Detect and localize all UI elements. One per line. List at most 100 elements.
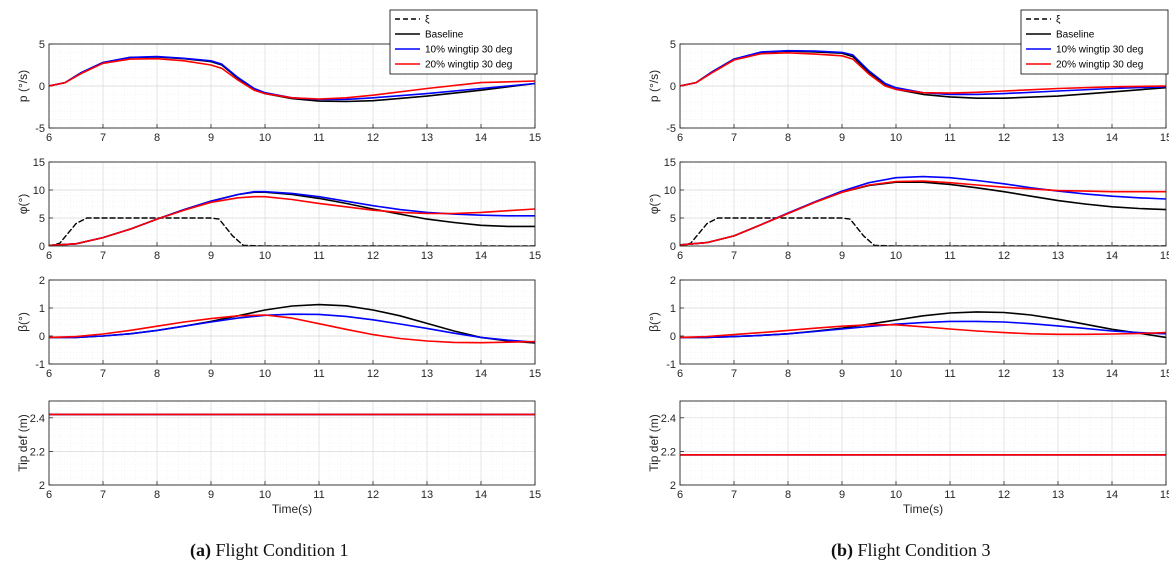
plot-area (680, 162, 1166, 246)
y-tick-label: 1 (670, 303, 676, 315)
axes-box (679, 400, 1167, 486)
x-tick-label: 8 (154, 489, 160, 501)
x-tick-label: 12 (367, 368, 379, 380)
x-tick-label: 15 (529, 368, 541, 380)
y-tick-label: -1 (666, 359, 676, 371)
legend-label-wingtip10: 10% wingtip 30 deg (425, 45, 512, 56)
y-tick-label: 5 (39, 39, 45, 51)
x-tick-label: 8 (785, 132, 791, 144)
x-tick-label: 15 (529, 489, 541, 501)
x-tick-label: 10 (890, 250, 902, 262)
x-tick-label: 7 (731, 250, 737, 262)
x-tick-label: 15 (1160, 250, 1169, 262)
x-tick-label: 6 (46, 489, 52, 501)
x-tick-label: 14 (1106, 250, 1118, 262)
legend-label-baseline: Baseline (1056, 30, 1095, 41)
y-tick-label: 5 (670, 39, 676, 51)
x-tick-label: 9 (208, 132, 214, 144)
x-tick-label: 10 (890, 132, 902, 144)
x-tick-label: 14 (475, 132, 487, 144)
x-tick-label: 14 (475, 368, 487, 380)
x-tick-label: 7 (100, 489, 106, 501)
legend-label-wingtip20: 20% wingtip 30 deg (1056, 60, 1143, 71)
x-tick-label: 13 (1052, 132, 1064, 144)
series-line-wingtip10 (680, 49, 1166, 96)
x-tick-label: 7 (731, 489, 737, 501)
x-tick-label: 11 (313, 368, 324, 380)
y-axis-label: Tip def (m) (16, 414, 30, 472)
series-line-wingtip20 (680, 180, 1166, 246)
x-tick-label: 13 (421, 132, 433, 144)
axes-box (48, 43, 536, 129)
x-tick-label: 11 (944, 132, 955, 144)
series-line-wingtip20 (49, 195, 535, 246)
x-tick-label: 13 (1052, 489, 1064, 501)
y-axis-label: β(°) (16, 312, 30, 332)
series-line-wingtip10 (680, 320, 1166, 339)
y-tick-label: 2 (670, 480, 676, 492)
x-tick-label: 8 (154, 368, 160, 380)
y-tick-label: 15 (664, 157, 676, 169)
x-tick-label: 6 (46, 368, 52, 380)
y-tick-label: 2 (39, 275, 45, 287)
y-tick-label: 2.2 (661, 446, 676, 458)
series-line-wingtip20 (680, 52, 1166, 94)
x-tick-label: 11 (944, 250, 955, 262)
y-tick-label: -5 (666, 123, 676, 135)
subplot-2: 6 7 8 9 10 11 12 13 14 15 0 5 10 15 φ(°) (647, 157, 1169, 262)
x-tick-label: 7 (100, 132, 106, 144)
y-tick-label: 0 (670, 331, 676, 343)
x-tick-label: 6 (677, 489, 683, 501)
x-tick-label: 15 (1160, 132, 1169, 144)
x-tick-label: 11 (944, 368, 955, 380)
axes-box (679, 161, 1167, 247)
x-tick-label: 14 (1106, 489, 1118, 501)
series-line-wingtip10 (49, 313, 535, 343)
series-line-wingtip20 (49, 314, 535, 344)
x-axis-label: Time(s) (903, 502, 943, 516)
y-tick-label: 2 (39, 480, 45, 492)
caption-a-text: Flight Condition 1 (215, 540, 349, 560)
x-tick-label: 10 (259, 250, 271, 262)
x-tick-label: 14 (475, 250, 487, 262)
axes-box (679, 279, 1167, 365)
x-tick-label: 10 (259, 132, 271, 144)
y-tick-label: 5 (670, 213, 676, 225)
y-tick-label: 0 (670, 241, 676, 253)
x-tick-label: 8 (785, 489, 791, 501)
y-tick-label: 2.2 (30, 446, 45, 458)
subplot-2: 6 7 8 9 10 11 12 13 14 15 0 5 10 15 φ(°) (16, 157, 541, 262)
y-tick-label: 0 (39, 331, 45, 343)
axes-box (48, 279, 536, 365)
plot-area (49, 162, 535, 246)
caption-a-tag: (a) (190, 540, 211, 560)
x-tick-label: 9 (208, 368, 214, 380)
series-line-wingtip20 (680, 324, 1166, 339)
x-tick-label: 12 (998, 132, 1010, 144)
x-tick-label: 14 (475, 489, 487, 501)
x-tick-label: 7 (100, 250, 106, 262)
x-tick-label: 9 (839, 489, 845, 501)
y-tick-label: -1 (35, 359, 45, 371)
y-axis-label: p (°/s) (647, 70, 661, 102)
y-axis-label: φ(°) (16, 194, 30, 215)
legend: ξ Baseline 10% wingtip 30 deg 20% wingtip 3… (1020, 9, 1169, 75)
legend-label-xi: ξ (1056, 15, 1061, 26)
x-tick-label: 13 (421, 250, 433, 262)
x-tick-label: 9 (208, 489, 214, 501)
y-tick-label: 2.4 (661, 413, 676, 425)
legend-label-wingtip10: 10% wingtip 30 deg (1056, 45, 1143, 56)
x-tick-label: 12 (367, 132, 379, 144)
caption-b-tag: (b) (831, 540, 853, 560)
legend-label-xi: ξ (425, 15, 430, 26)
x-tick-label: 15 (529, 250, 541, 262)
y-tick-label: 2 (670, 275, 676, 287)
x-tick-label: 12 (998, 368, 1010, 380)
y-axis-label: β(°) (647, 312, 661, 332)
x-tick-label: 13 (1052, 368, 1064, 380)
y-tick-label: 1 (39, 303, 45, 315)
